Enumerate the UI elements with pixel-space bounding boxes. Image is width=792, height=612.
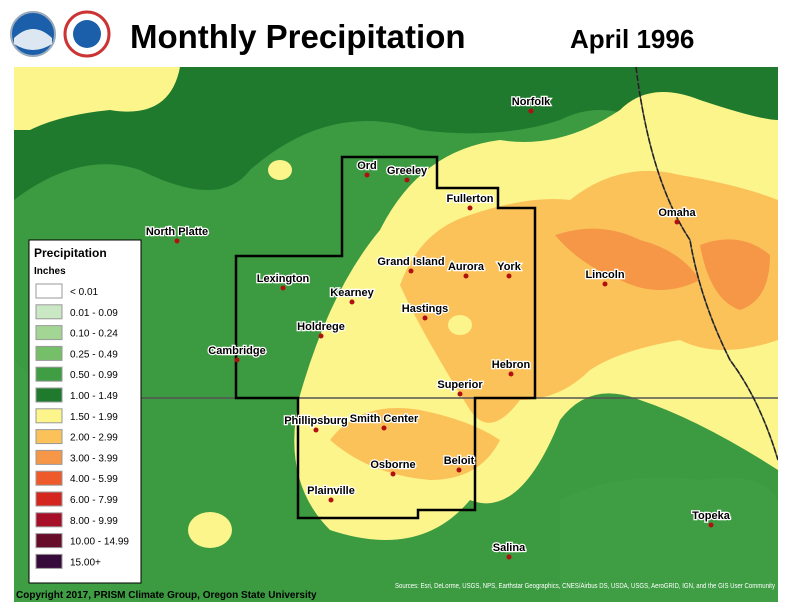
nws-logo-inner bbox=[73, 20, 101, 48]
city-label: Hastings bbox=[402, 303, 448, 315]
city-label: Grand Island bbox=[377, 256, 444, 268]
city-label: North Platte bbox=[146, 226, 208, 238]
legend-swatch bbox=[35, 366, 63, 382]
legend-swatch bbox=[35, 470, 63, 486]
legend-label: 0.01 - 0.09 bbox=[70, 308, 118, 319]
legend-label: 0.10 - 0.24 bbox=[70, 329, 118, 340]
date: April 1996 bbox=[570, 24, 694, 54]
city-label: Omaha bbox=[658, 207, 696, 219]
city-label: Aurora bbox=[448, 261, 485, 273]
legend-swatch bbox=[35, 449, 63, 465]
legend-swatch bbox=[35, 387, 63, 403]
city-dot bbox=[457, 391, 463, 397]
city-dot bbox=[280, 285, 286, 291]
city-dot bbox=[381, 425, 387, 431]
legend-label: 6.00 - 7.99 bbox=[70, 495, 118, 506]
title: Monthly Precipitation bbox=[130, 18, 466, 55]
city-label: Holdrege bbox=[297, 321, 345, 333]
city-label: Superior bbox=[437, 379, 483, 391]
city-dot bbox=[708, 522, 714, 528]
city-dot bbox=[313, 427, 319, 433]
legend-label: 2.00 - 2.99 bbox=[70, 433, 118, 444]
region-outline bbox=[234, 155, 537, 520]
city-label: Cambridge bbox=[208, 345, 265, 357]
city-dot bbox=[408, 268, 414, 274]
legend-items: < 0.01 0.01 - 0.09 0.10 - 0.24 0.25 - 0.49 0… bbox=[35, 283, 129, 569]
city-dot bbox=[456, 467, 462, 473]
city-dot bbox=[422, 315, 428, 321]
legend-label: 15.00+ bbox=[70, 557, 101, 568]
city-label: Greeley bbox=[387, 165, 428, 177]
copyright: Copyright 2017, PRISM Climate Group, Ore… bbox=[16, 590, 317, 601]
zone-150 bbox=[448, 315, 472, 335]
city-dot bbox=[234, 357, 240, 363]
city-dot bbox=[349, 299, 355, 305]
city-dot bbox=[328, 497, 334, 503]
sources: Sources: Esri, DeLorme, USGS, NPS, Earth… bbox=[395, 583, 775, 590]
legend-swatch bbox=[35, 512, 63, 528]
legend-label: 3.00 - 3.99 bbox=[70, 453, 118, 464]
legend-label: 1.00 - 1.49 bbox=[70, 391, 118, 402]
city-label: Salina bbox=[493, 542, 526, 554]
noaa-logo-wave bbox=[14, 29, 52, 50]
city-dot bbox=[404, 177, 410, 183]
city-label: Hebron bbox=[492, 359, 531, 371]
city-label: Beloit bbox=[444, 455, 475, 467]
city-label: Phillipsburg bbox=[284, 415, 348, 427]
zone-150 bbox=[14, 67, 180, 130]
city-dot bbox=[318, 333, 324, 339]
city-dot bbox=[467, 205, 473, 211]
city-dot bbox=[364, 172, 370, 178]
legend-swatch bbox=[35, 429, 63, 445]
city-dot bbox=[174, 238, 180, 244]
city-label: Kearney bbox=[330, 287, 374, 299]
city-label: Lincoln bbox=[585, 269, 624, 281]
legend-swatch bbox=[35, 491, 63, 507]
city-dot bbox=[508, 371, 514, 377]
zone-300 bbox=[555, 228, 700, 290]
cities: Norfolk Ord Greeley Fullerton North Platte Gr… bbox=[145, 95, 732, 560]
city-label: Lexington bbox=[257, 273, 310, 285]
city-dot bbox=[506, 554, 512, 560]
legend-label: 1.50 - 1.99 bbox=[70, 412, 118, 423]
legend-label: 0.25 - 0.49 bbox=[70, 349, 118, 360]
city-label: Plainville bbox=[307, 485, 355, 497]
zone-200 bbox=[330, 408, 500, 480]
legend-label: 10.00 - 14.99 bbox=[70, 537, 129, 548]
legend-label: 0.50 - 0.99 bbox=[70, 370, 118, 381]
city-label: York bbox=[497, 261, 522, 273]
legend-label: 4.00 - 5.99 bbox=[70, 474, 118, 485]
city-dot bbox=[528, 108, 534, 114]
city-dot bbox=[463, 273, 469, 279]
city-dot bbox=[390, 471, 396, 477]
legend-units: Inches bbox=[34, 266, 66, 277]
river bbox=[635, 67, 778, 461]
legend-swatch bbox=[35, 408, 63, 424]
city-label: Fullerton bbox=[446, 193, 493, 205]
city-label: Topeka bbox=[692, 510, 731, 522]
city-label: Norfolk bbox=[512, 96, 551, 108]
city-label: Smith Center bbox=[350, 413, 419, 425]
city-label: Osborne bbox=[370, 459, 415, 471]
legend-swatch bbox=[35, 325, 63, 341]
zone-300 bbox=[700, 239, 770, 310]
zone-200 bbox=[400, 170, 778, 423]
city-dot bbox=[674, 219, 680, 225]
city-dot bbox=[506, 273, 512, 279]
legend-swatch bbox=[35, 345, 63, 361]
legend-title: Precipitation bbox=[34, 246, 107, 260]
legend-swatch bbox=[35, 533, 63, 549]
legend-swatch bbox=[35, 553, 63, 569]
legend-swatch bbox=[35, 283, 63, 299]
zone-150 bbox=[268, 160, 292, 180]
city-dot bbox=[602, 281, 608, 287]
legend-label: < 0.01 bbox=[70, 287, 99, 298]
zone-050 bbox=[560, 477, 778, 602]
legend-swatch bbox=[35, 304, 63, 320]
zone-150 bbox=[188, 512, 232, 548]
legend-label: 8.00 - 9.99 bbox=[70, 516, 118, 527]
city-label: Ord bbox=[357, 160, 377, 172]
